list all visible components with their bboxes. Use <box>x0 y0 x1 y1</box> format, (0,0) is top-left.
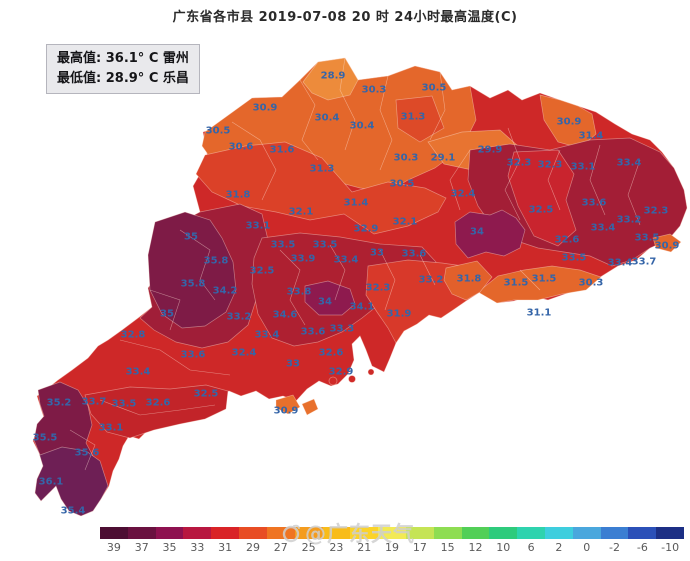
offshore-island <box>328 376 338 386</box>
colorbar-tick: 19 <box>385 541 400 554</box>
colorbar-tick: 15 <box>440 541 455 554</box>
colorbar-tick: 21 <box>357 541 372 554</box>
temperature-regions <box>33 57 688 517</box>
county-boundaries <box>69 57 641 471</box>
colorbar-tick: -10 <box>661 541 680 554</box>
colorbar-tick: -2 <box>609 541 621 554</box>
max-label: 最高值: <box>57 51 102 66</box>
colorbar-tick: 10 <box>496 541 511 554</box>
colorbar-tick: 33 <box>190 541 205 554</box>
colorbar-segment <box>155 527 184 539</box>
colorbar-segment <box>378 527 406 539</box>
offshore-island <box>652 233 682 253</box>
max-value: 36.1° C 雷州 <box>105 51 189 66</box>
colorbar-segment <box>545 527 573 539</box>
watermark-text: @广东天气 <box>305 522 415 546</box>
colorbar-segment <box>461 527 490 539</box>
colorbar-segment <box>433 527 462 539</box>
colorbar-segment <box>656 527 685 539</box>
colorbar-tick: 23 <box>329 541 344 554</box>
max-value-row: 最高值: 36.1° C 雷州 <box>57 49 189 69</box>
offshore-island <box>275 394 301 415</box>
colorbar-tick: 39 <box>106 541 121 554</box>
colorbar-segment <box>266 527 295 539</box>
colorbar-segment <box>211 527 240 539</box>
colorbar-tick: 27 <box>273 541 288 554</box>
colorbar-tick: -6 <box>636 541 648 554</box>
colorbar-tick: 29 <box>245 541 260 554</box>
offshore-island <box>301 398 319 416</box>
colorbar-tick: 17 <box>412 541 427 554</box>
colorbar-ticks: 39 37 35 33 31 29 27 25 23 21 19 17 15 12 10 6 2 0 -2 -6 -10 <box>100 541 684 554</box>
colorbar-tick: 25 <box>301 541 316 554</box>
colorbar-segment <box>517 527 545 539</box>
colorbar-segment <box>127 527 156 539</box>
colorbar-segment <box>183 527 212 539</box>
min-value-row: 最低值: 28.9° C 乐昌 <box>57 69 189 89</box>
colorbar-segment <box>405 527 434 539</box>
colorbar-segment <box>350 527 379 539</box>
colorbar-tick: 35 <box>162 541 177 554</box>
weibo-logo-icon <box>282 524 300 543</box>
offshore-island <box>367 368 375 376</box>
min-value: 28.9° C 乐昌 <box>105 71 189 86</box>
colorbar-segment <box>628 527 657 539</box>
colorbar-tick: 12 <box>468 541 483 554</box>
offshore-island <box>348 375 356 383</box>
min-label: 最低值: <box>57 71 102 86</box>
colorbar-tick: 2 <box>555 541 563 554</box>
colorbar-tick: 31 <box>218 541 233 554</box>
colorbar-segment <box>572 527 601 539</box>
extremes-legend-box: 最高值: 36.1° C 雷州 最低值: 28.9° C 乐昌 <box>46 44 200 94</box>
colorbar-tick: 0 <box>583 541 591 554</box>
colorbar-segment <box>322 527 351 539</box>
colorbar-segment <box>600 527 629 539</box>
page-title: 广东省各市县 2019-07-08 20 时 24小时最高温度(C) <box>172 10 518 25</box>
colorbar-segment <box>489 527 518 539</box>
colorbar-segment <box>100 527 128 539</box>
colorbar-segment <box>294 527 323 539</box>
colorbar-tick: 37 <box>134 541 149 554</box>
colorbar-segment <box>239 527 267 539</box>
watermark: @广东天气 <box>280 518 415 548</box>
colorbar <box>100 527 685 539</box>
colorbar-tick: 6 <box>527 541 535 554</box>
